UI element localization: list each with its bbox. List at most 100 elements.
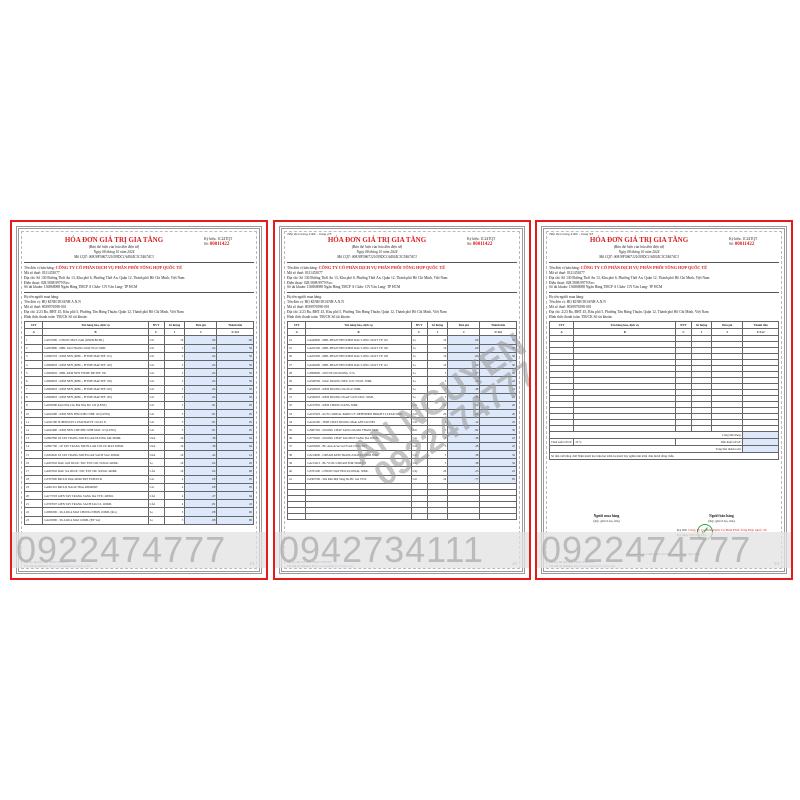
table-cell [286,512,307,520]
table-cell: 5 [163,384,186,394]
table-cell: Cái [147,474,165,484]
table-cell: Lọ [410,335,428,345]
table-cell: .04 [184,458,218,468]
table-row: 17 G4263502 DAU XA DUOC TOC EXT OIL 5LEGK… [23,466,254,476]
table-cell: .04 [184,466,218,476]
table-cell: Cái [147,384,165,394]
table-row: 4 G3960603 - KEM NEN (MBL - FITME MAP SPF… [23,359,254,370]
items-table: STT Tên hàng hóa, dịch vụ ĐVT Số lượng Đơn g… [286,321,517,520]
table-cell: 28 [286,368,307,378]
column-header: ĐVT [147,321,165,330]
table-cell: 45 [216,499,254,509]
table-cell: 33 [286,409,307,419]
totals-value [742,445,779,454]
table-cell: 50 [216,351,254,361]
buyer-block: Họ tên người mua hàng: Tên đơn vị: HỘ KIN… [287,295,517,319]
invoice-date: Ngày 08 tháng 10 năm 2024 [93,250,135,255]
serial-block: Ký hiệu: 1C24TQT Số: 00011422 [467,237,517,249]
table-cell [447,512,481,520]
seller-label: Tên đơn vị bán hàng: [287,265,318,270]
table-cell: G4449400 - MBL PHAN NEN KIEM DAU LONG SU… [305,359,412,370]
table-cell: .27 [184,490,218,501]
table-cell [410,512,428,520]
invoice-title: HÓA ĐƠN GIÁ TRỊ GIA TĂNG [327,236,427,244]
table-cell: .38 [184,441,218,452]
table-cell: Cái [147,359,165,370]
invoice-date: Ngày 08 tháng 10 năm 2024 [356,250,398,255]
table-cell: 16 [163,335,186,345]
invoice-number: 00011422 [472,241,493,247]
serial-block: Ký hiệu: 1C24TQT Số: 00011422 [729,237,779,249]
table-cell: 1 [23,335,44,345]
table-row: 2 G4003880 - MBL TAO TRANG MAT NGU 50ML Cá… [23,343,254,353]
column-code: A [548,328,575,337]
table-cell: 7 [23,384,44,394]
seller-tax: Mã số thuế: 0311453077 [287,270,323,275]
table-cell: .38 [447,450,481,460]
table-cell: 64 [216,433,254,443]
table-cell: .04 [184,376,218,386]
table-cell: G4450100 - MBL PHAN NEN KIEM DAU LONG SU… [305,343,412,353]
table-cell: .81 [184,409,218,419]
column-code: 1 [426,328,449,337]
table-cell: 14 [23,441,44,452]
table-row: 24 G4449900 - MBL PHAN NEN KIEM DAU LONG … [286,335,517,345]
table-cell: .08 [184,515,218,525]
phone-watermark: 0922474777 [12,532,266,568]
column-code: B [573,328,677,337]
table-cell: .04 [184,392,218,402]
table-cell: 12 [23,425,44,435]
table-row: 9 G4056580 Kem Nền Che Phủ Nhẹ Mỏ 120 (LE… [23,400,254,411]
table-cell: 26 [286,351,307,361]
table-cell: G4450300 - MBL PHAN NEN KIEM DAU LONG SU… [305,351,412,361]
table-cell: Chai [147,450,165,460]
table-cell: 10 [426,343,449,353]
column-code: A [23,328,44,337]
table-cell: G4070390 - CHUOT MOY ZAR (ONPR/BCHL) [42,335,149,345]
table-cell: 10 [426,335,449,345]
table-row: 5 G3960902 - MBL KEM NEN FITME MP SPF 130… [23,368,254,378]
table-cell: 32 [479,450,517,460]
phone-watermark: 0922474777 [537,532,791,568]
table-cell: 21 [23,499,44,509]
items-table: STT Tên hàng hóa, dịch vụ ĐVT Số lượng Đơn g… [548,321,779,461]
column-code: 2 [184,328,218,337]
table-cell: 18 [23,474,44,484]
table-row: 6 G3960603 - KEM NEN (MBL - FITME MAP SPF… [23,376,254,386]
table-cell: 5 [163,351,186,361]
table-row: 23 G4229300 - SUA RUA MAT 100ML (BY SA) Lọ… [23,515,254,525]
table-cell: 95 [216,482,254,492]
invoice-body: Tiếp theo trang trước - trang 3/3 HÓA ĐƠN… [548,232,779,570]
table-cell: 31 [286,392,307,402]
column-header: STT [23,321,44,330]
table-cell: 4 [163,490,186,501]
table-cell: 13 [23,433,44,443]
totals-label: Tổng tiền thanh toán: [548,445,744,454]
column-header: Tên hàng hóa, dịch vụ [573,321,677,330]
table-cell: G3767900 MICLR Pink 400ml ERT EXPLPCR [42,474,149,484]
table-cell: .04 [184,368,218,378]
table-cell: Lọ [410,359,428,370]
table-cell: 4 [163,474,186,484]
table-cell: 90 [216,515,254,525]
table-cell: G4041580 SUPERSTAY LUMI MATTE 110 AS N [42,417,149,427]
table-cell: G3899900 - SON NUOI DUONG 3.7G [305,368,412,378]
table-cell: G3204020 LP TAY TRANG MICELLAR SACH SAU … [42,450,149,460]
table-cell: 50 [216,384,254,394]
table-cell: 10 [426,359,449,370]
table-cell: 50 [216,392,254,402]
table-cell: G2897700 - LP TAY TRANG MICELLAR TOI UU … [42,441,149,452]
vat-rate-label: Thuế suất GTGT: [548,438,575,447]
table-cell: 16 [163,441,186,452]
table-cell: .04 [184,359,218,370]
buyer-tax: Mã số thuế: 8039976598-001 [549,304,592,309]
table-cell: 34 [286,417,307,427]
buyer-label: Họ tên người mua hàng: [24,295,59,300]
seller-line: Tên đơn vị bán hàng: CÔNG TY CỔ PHẦN DỊC… [287,265,517,271]
buyer-name: Tên đơn vị: HỘ KINH DOANH A.N.N [24,300,81,305]
serial-label: Ký hiệu: 1C24TQT [204,237,233,241]
column-code: 2 [447,328,481,337]
table-cell: 65 [479,474,517,484]
table-cell: Cái [147,392,165,402]
table-cell: CÁI [147,466,165,476]
